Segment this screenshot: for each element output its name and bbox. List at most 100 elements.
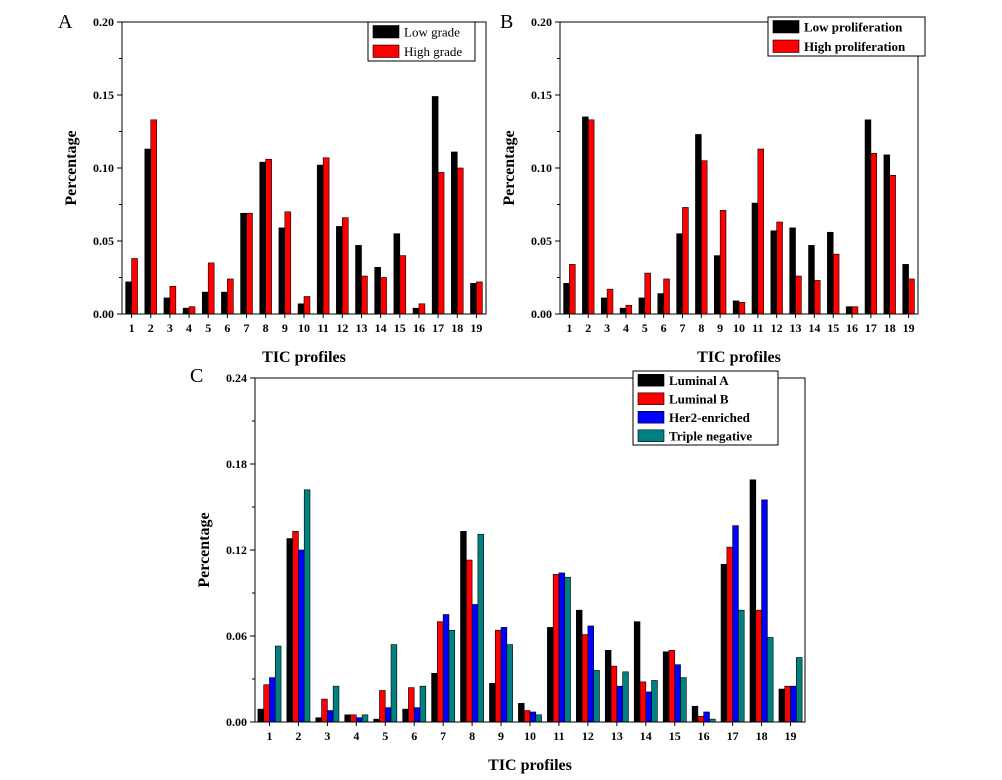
panel-c-bar-2-11 xyxy=(552,574,560,723)
panel-a-bar-2-6 xyxy=(227,278,234,315)
panel-a: A 0.000.050.100.150.20 1 2 3 4 5 6 7 8 9 10 11 12 13… xyxy=(58,11,487,366)
panel-a-bar-2-2 xyxy=(150,119,157,315)
panel-c-legend-label-3: Her2-enriched xyxy=(669,410,751,425)
panel-a-bar-1-13 xyxy=(355,245,362,315)
panel-c-x-tick-label: 8 xyxy=(469,729,475,743)
panel-c-x-tick-label: 17 xyxy=(727,729,739,743)
panel-c-bar-1-12 xyxy=(576,609,583,723)
panel-c-legend: Luminal A Luminal B Her2-enriched Triple ne… xyxy=(632,370,779,446)
panel-a-bar-2-16 xyxy=(418,303,426,315)
panel-c-bar-1-16 xyxy=(691,705,699,723)
panel-b-legend-label-2: High proliferation xyxy=(804,39,906,54)
panel-c-x-tick-label: 3 xyxy=(324,729,330,743)
panel-c-bar-3-1 xyxy=(269,677,276,723)
panel-a-x-tick-label: 18 xyxy=(451,321,463,335)
panel-b-bar-2-4 xyxy=(625,304,633,315)
panel-b-bar-1-4 xyxy=(619,307,627,315)
panel-c-bar-3-9 xyxy=(500,627,508,723)
panel-b-x-tick-label: 6 xyxy=(661,321,667,335)
panel-c-bar-2-9 xyxy=(494,629,502,723)
panel-a-bar-2-8 xyxy=(265,158,272,315)
panel-a-legend-swatch-1 xyxy=(372,25,400,39)
panel-c-bar-2-17 xyxy=(726,546,733,723)
panel-c-y-tick-label: 0.12 xyxy=(226,543,247,557)
panel-c-bar-4-1 xyxy=(274,645,282,723)
panel-b-bar-1-1 xyxy=(563,283,570,315)
panel-a-bar-1-11 xyxy=(316,164,324,315)
panel-a-bar-1-2 xyxy=(144,148,152,315)
panel-c-legend-label-4: Triple negative xyxy=(669,428,752,443)
panel-c-bar-3-3 xyxy=(327,710,334,723)
panel-a-x-tick-label: 5 xyxy=(205,321,211,335)
panel-c-bar-1-4 xyxy=(344,714,351,723)
panel-a-x-tick-label: 1 xyxy=(129,321,135,335)
panel-c-bar-1-18 xyxy=(749,479,757,723)
panel-c-bar-4-5 xyxy=(390,644,398,723)
panel-c-x-tick-label: 4 xyxy=(353,729,359,743)
panel-b-x-tick-label: 10 xyxy=(733,321,745,335)
panel-b-y-tick-label: 0.15 xyxy=(531,88,552,102)
panel-c-bar-4-18 xyxy=(767,637,774,723)
panel-a-x-axis-label: TIC profiles xyxy=(262,349,346,366)
panel-b-bar-1-15 xyxy=(827,231,834,315)
panel-c-bar-2-2 xyxy=(292,531,299,723)
panel-a-x-tick-label: 15 xyxy=(394,321,406,335)
panel-c-bar-1-15 xyxy=(662,651,670,723)
panel-b-y-ticks: 0.00 0.05 0.10 0.15 0.20 xyxy=(531,15,560,321)
panel-c-bar-3-2 xyxy=(298,549,305,723)
panel-c-bar-2-18 xyxy=(755,609,762,723)
panel-a-bar-2-19 xyxy=(476,281,483,315)
panel-b-bar-2-16 xyxy=(851,306,859,315)
panel-c-bar-3-14 xyxy=(645,691,652,723)
panel-b-legend-swatch-2 xyxy=(772,39,800,53)
panel-a-legend-label-1: Low grade xyxy=(404,24,460,39)
panel-c-bar-4-12 xyxy=(593,670,600,723)
panel-c-bar-3-11 xyxy=(558,572,566,723)
panel-c-bar-1-13 xyxy=(604,650,612,723)
panel-b-bar-1-19 xyxy=(902,264,909,315)
panel-b-y-tick-label: 0.10 xyxy=(531,161,552,175)
panel-c-x-tick-label: 11 xyxy=(553,729,564,743)
panel-c-legend-label-2: Luminal B xyxy=(669,391,729,406)
panel-b-bar-1-7 xyxy=(676,233,683,315)
panel-c-bar-3-10 xyxy=(529,711,537,723)
panel-c-x-tick-label: 2 xyxy=(295,729,301,743)
panel-b-bar-2-10 xyxy=(738,302,746,315)
panel-b-bar-2-2 xyxy=(587,119,595,315)
panel-c-bar-3-19 xyxy=(790,685,797,723)
panel-c-x-tick-label: 9 xyxy=(498,729,504,743)
panel-c-bar-3-12 xyxy=(587,625,594,723)
panel-a-x-ticks: 1 2 3 4 5 6 7 8 9 10 11 12 13 14 15 16 17 18 19 xyxy=(129,314,482,335)
panel-a-x-tick-label: 11 xyxy=(317,321,328,335)
panel-a-legend-label-2: High grade xyxy=(404,44,462,59)
panel-b-bar-2-12 xyxy=(776,221,783,315)
panel-c-bar-2-1 xyxy=(263,684,270,723)
panel-c-bar-4-19 xyxy=(796,657,803,723)
panel-c-bar-4-11 xyxy=(564,576,571,723)
panel-b-x-tick-label: 13 xyxy=(790,321,802,335)
panel-c-y-tick-label: 0.24 xyxy=(226,371,247,385)
panel-letter-b: B xyxy=(500,11,513,33)
panel-a-bar-1-12 xyxy=(336,226,343,315)
panel-b-x-tick-label: 16 xyxy=(846,321,858,335)
panel-b-bar-2-11 xyxy=(757,148,764,315)
panel-c-bar-4-8 xyxy=(477,533,484,723)
panel-a-bar-1-19 xyxy=(470,283,477,315)
panel-a-legend: Low grade High grade xyxy=(367,21,476,62)
panel-a-bar-2-11 xyxy=(322,157,330,315)
panel-b-x-tick-label: 18 xyxy=(884,321,896,335)
panel-c-x-tick-label: 15 xyxy=(669,729,681,743)
panel-c-bar-4-9 xyxy=(506,644,513,723)
panel-b-y-tick-label: 0.05 xyxy=(531,234,552,248)
panel-b-bar-2-19 xyxy=(908,278,915,315)
panel-c-bar-3-8 xyxy=(471,604,479,723)
panel-b-bar-2-14 xyxy=(814,280,821,315)
panel-c-x-tick-label: 19 xyxy=(785,729,797,743)
panel-c-bar-1-10 xyxy=(518,703,525,723)
panel-b-x-tick-label: 15 xyxy=(827,321,839,335)
panel-b-bar-2-9 xyxy=(719,210,727,315)
panel-c-bar-1-1 xyxy=(257,708,264,723)
panel-c-x-tick-label: 6 xyxy=(411,729,417,743)
panel-c-x-tick-label: 10 xyxy=(524,729,536,743)
